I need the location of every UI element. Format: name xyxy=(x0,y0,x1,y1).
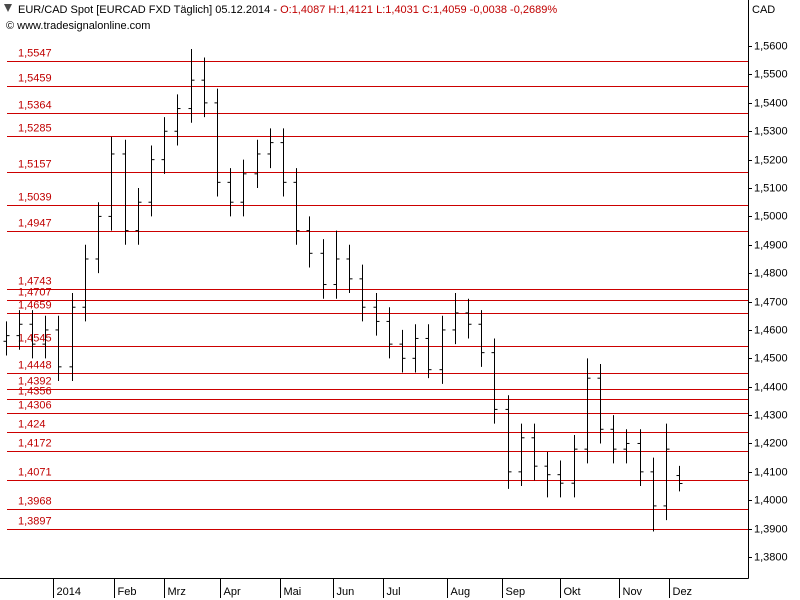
y-tick-label: 1,5400 xyxy=(754,97,788,109)
x-tick-label: 2014 xyxy=(57,586,81,598)
y-tick-label: 1,4900 xyxy=(754,239,788,251)
level-label: 1,4071 xyxy=(18,466,52,478)
level-label: 1,4743 xyxy=(18,275,52,287)
level-label: 1,4545 xyxy=(18,332,52,344)
level-label: 1,5459 xyxy=(18,72,52,84)
x-tick-label: Okt xyxy=(564,586,581,598)
level-label: 1,4448 xyxy=(18,359,52,371)
y-tick-label: 1,4400 xyxy=(754,381,788,393)
level-label: 1,5285 xyxy=(18,122,52,134)
y-tick-label: 1,5300 xyxy=(754,125,788,137)
source: © www.tradesignalonline.com xyxy=(6,20,150,32)
y-tick-label: 1,4800 xyxy=(754,267,788,279)
x-tick-label: Feb xyxy=(118,586,137,598)
x-tick-label: Mai xyxy=(284,586,302,598)
level-label: 1,4392 xyxy=(18,375,52,387)
level-label: 1,424 xyxy=(18,418,46,430)
y-tick-label: 1,4600 xyxy=(754,324,788,336)
chart-title: EUR/CAD Spot [EURCAD FXD Täglich] 05.12.… xyxy=(18,4,277,16)
y-tick-label: 1,4300 xyxy=(754,409,788,421)
level-label: 1,3897 xyxy=(18,515,52,527)
y-tick-label: 1,3900 xyxy=(754,523,788,535)
x-tick-label: Sep xyxy=(506,586,526,598)
y-tick-label: 1,4000 xyxy=(754,494,788,506)
x-tick-label: Aug xyxy=(451,586,471,598)
level-label: 1,5039 xyxy=(18,191,52,203)
y-tick-label: 1,3800 xyxy=(754,551,788,563)
x-tick-label: Jun xyxy=(337,586,355,598)
level-label: 1,5364 xyxy=(18,99,52,111)
y-tick-label: 1,5500 xyxy=(754,68,788,80)
level-label: 1,4306 xyxy=(18,399,52,411)
x-tick-label: Mrz xyxy=(168,586,186,598)
chart-subtitle: O:1,4087 H:1,4121 L:1,4031 C:1,4059 -0,0… xyxy=(280,4,557,16)
level-label: 1,4172 xyxy=(18,437,52,449)
y-tick-label: 1,5600 xyxy=(754,40,788,52)
y-tick-label: 1,4100 xyxy=(754,466,788,478)
level-label: 1,4707 xyxy=(18,286,52,298)
level-label: 1,5157 xyxy=(18,158,52,170)
x-tick-label: Dez xyxy=(673,586,693,598)
level-label: 1,5547 xyxy=(18,47,52,59)
y-tick-label: 1,4200 xyxy=(754,437,788,449)
x-tick-label: Nov xyxy=(623,586,643,598)
level-label: 1,3968 xyxy=(18,495,52,507)
y-tick-label: 1,5200 xyxy=(754,154,788,166)
level-label: 1,4356 xyxy=(18,385,52,397)
y-axis-label: CAD xyxy=(752,4,775,16)
menu-icon xyxy=(4,4,12,12)
level-label: 1,4947 xyxy=(18,217,52,229)
x-tick-label: Apr xyxy=(224,586,241,598)
level-label: 1,4659 xyxy=(18,299,52,311)
y-tick-label: 1,5000 xyxy=(754,210,788,222)
y-tick-label: 1,4700 xyxy=(754,296,788,308)
x-tick-label: Jul xyxy=(387,586,401,598)
y-tick-label: 1,4500 xyxy=(754,352,788,364)
header: EUR/CAD Spot [EURCAD FXD Täglich] 05.12.… xyxy=(18,4,557,16)
y-tick-label: 1,5100 xyxy=(754,182,788,194)
